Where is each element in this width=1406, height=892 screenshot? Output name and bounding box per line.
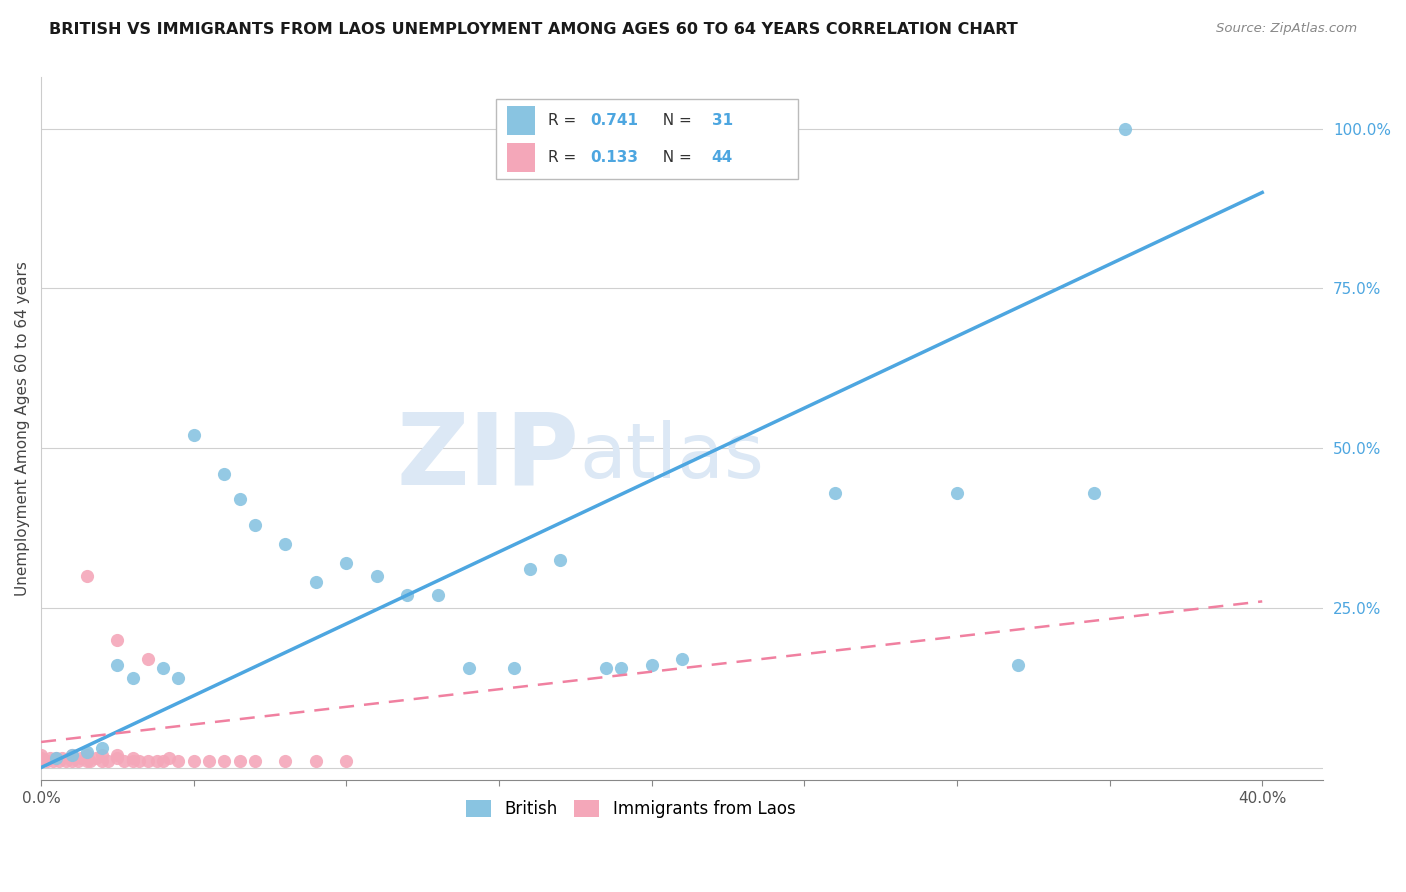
Point xyxy=(228,492,250,507)
Point xyxy=(427,588,450,602)
Point xyxy=(107,632,129,647)
Point xyxy=(107,658,129,673)
Text: R =: R = xyxy=(547,150,581,165)
Point xyxy=(671,652,693,666)
Point xyxy=(60,747,83,762)
Point xyxy=(128,754,150,768)
Point xyxy=(214,467,236,481)
Point xyxy=(42,754,65,768)
Point xyxy=(55,754,77,768)
FancyBboxPatch shape xyxy=(506,105,534,135)
Point xyxy=(595,661,617,675)
Text: 0.133: 0.133 xyxy=(591,150,638,165)
Point xyxy=(121,751,143,765)
Point xyxy=(76,754,98,768)
Point xyxy=(946,485,969,500)
Point xyxy=(274,754,297,768)
Point xyxy=(457,661,479,675)
Point xyxy=(152,754,174,768)
Text: 31: 31 xyxy=(711,113,733,128)
Point xyxy=(60,754,83,768)
Point xyxy=(136,754,159,768)
Point xyxy=(146,754,169,768)
Text: 0.741: 0.741 xyxy=(591,113,638,128)
Point xyxy=(91,747,114,762)
FancyBboxPatch shape xyxy=(496,98,797,179)
Point xyxy=(1114,121,1136,136)
Legend: British, Immigrants from Laos: British, Immigrants from Laos xyxy=(460,793,803,825)
Point xyxy=(79,754,101,768)
Text: Source: ZipAtlas.com: Source: ZipAtlas.com xyxy=(1216,22,1357,36)
Point xyxy=(30,754,52,768)
Point xyxy=(610,661,633,675)
Point xyxy=(305,575,328,590)
Text: R =: R = xyxy=(547,113,581,128)
Point xyxy=(51,751,73,765)
Point xyxy=(76,747,98,762)
Point xyxy=(824,485,846,500)
Point xyxy=(274,537,297,551)
Point xyxy=(183,428,205,442)
Point xyxy=(305,754,328,768)
Point xyxy=(69,751,91,765)
Point xyxy=(519,562,541,576)
Point xyxy=(167,754,190,768)
Point xyxy=(198,754,221,768)
Point xyxy=(45,751,67,765)
Point xyxy=(76,745,98,759)
Point xyxy=(39,751,62,765)
Point xyxy=(335,754,357,768)
Point xyxy=(58,751,80,765)
Point xyxy=(107,747,129,762)
Point xyxy=(121,754,143,768)
Text: 44: 44 xyxy=(711,150,733,165)
Point xyxy=(60,747,83,762)
Point xyxy=(167,671,190,685)
Point xyxy=(76,569,98,583)
Point xyxy=(157,751,180,765)
Point xyxy=(48,754,70,768)
Point xyxy=(183,754,205,768)
Y-axis label: Unemployment Among Ages 60 to 64 years: Unemployment Among Ages 60 to 64 years xyxy=(15,261,30,597)
Point xyxy=(335,556,357,570)
Point xyxy=(1083,485,1105,500)
Point xyxy=(30,747,52,762)
Point xyxy=(30,751,52,765)
Point xyxy=(112,754,135,768)
Point xyxy=(396,588,419,602)
Point xyxy=(66,754,89,768)
Point xyxy=(152,661,174,675)
FancyBboxPatch shape xyxy=(506,143,534,172)
Text: N =: N = xyxy=(652,150,696,165)
Point xyxy=(214,754,236,768)
Point xyxy=(136,652,159,666)
Point xyxy=(503,661,526,675)
Point xyxy=(640,658,662,673)
Point xyxy=(84,751,107,765)
Point xyxy=(91,754,114,768)
Point xyxy=(91,741,114,756)
Point xyxy=(97,754,120,768)
Point xyxy=(228,754,250,768)
Point xyxy=(45,751,67,765)
Point xyxy=(548,553,571,567)
Point xyxy=(107,751,129,765)
Text: ZIP: ZIP xyxy=(396,409,579,506)
Text: N =: N = xyxy=(652,113,696,128)
Text: atlas: atlas xyxy=(579,420,765,494)
Text: BRITISH VS IMMIGRANTS FROM LAOS UNEMPLOYMENT AMONG AGES 60 TO 64 YEARS CORRELATI: BRITISH VS IMMIGRANTS FROM LAOS UNEMPLOY… xyxy=(49,22,1018,37)
Point xyxy=(37,754,59,768)
Point xyxy=(1007,658,1029,673)
Point xyxy=(121,671,143,685)
Point xyxy=(243,517,266,532)
Point xyxy=(366,569,388,583)
Point xyxy=(243,754,266,768)
